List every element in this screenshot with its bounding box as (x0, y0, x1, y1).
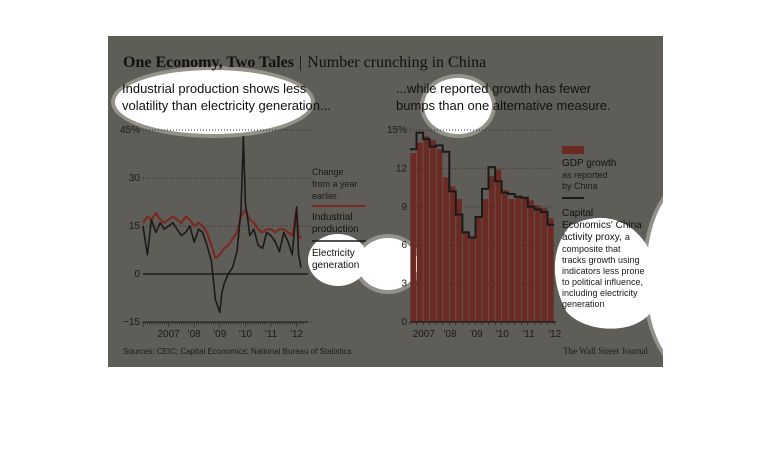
header-title-bold: One Economy, Two Tales (123, 54, 294, 71)
highlight-oval (554, 217, 659, 329)
right-chart-proxy-line (410, 131, 554, 239)
gdp-growth-bar (449, 186, 456, 322)
highlight-oval (424, 78, 492, 134)
industrial-production-line (142, 208, 302, 260)
highlight-oval (358, 238, 418, 290)
legend-proxy-desc-line2: tracks growth using (562, 255, 640, 265)
legend-proxy-desc-line5: including electricity (562, 288, 638, 298)
left-x-tick-label: '10 (239, 329, 252, 340)
legend-gdp-title: GDP growth (562, 158, 616, 169)
legend-proxy-title-line1: Capital (562, 208, 593, 219)
gdp-growth-bar (469, 237, 476, 322)
legend-proxy-title-line3-text: activity proxy, (562, 232, 622, 243)
legend-proxy-desc-line1: composite that (562, 244, 621, 254)
gdp-growth-bar (502, 190, 508, 322)
highlight-oval (115, 70, 311, 134)
legend-electricity-label-line2: generation (312, 260, 359, 271)
right-chart-y-ticks: 15% 12 9 6 3 0 (387, 125, 407, 328)
right-y-tick-label: 0 (401, 317, 407, 328)
left-y-tick-label: 30 (129, 173, 141, 184)
legend-electricity-label-line1: Electricity (312, 248, 355, 259)
right-y-tick-label: 3 (401, 279, 407, 290)
right-y-tick-label: 15% (387, 125, 407, 136)
gdp-growth-bar (475, 217, 482, 322)
right-x-tick-label: '09 (470, 329, 483, 340)
gdp-growth-bar (508, 199, 515, 322)
legend-proxy-title-line2: Economics' China (562, 220, 642, 231)
right-y-tick-label: 12 (396, 163, 408, 174)
left-y-tick-label: −15 (123, 317, 140, 328)
left-annotation-line2: from a year (312, 179, 358, 189)
legend-proxy-title-line3: activity proxy, a (562, 232, 630, 243)
gdp-growth-bar (495, 169, 502, 322)
right-subtitle-line2: bumps than one alternative measure. (396, 98, 611, 113)
gdp-growth-bar (436, 149, 443, 322)
gdp-growth-bar (541, 208, 548, 322)
left-x-tick-label: '12 (290, 329, 303, 340)
left-y-tick-label: 45% (120, 125, 140, 136)
gdp-growth-bar (462, 231, 469, 322)
left-subtitle-line1: Industrial production shows less (122, 81, 307, 96)
legend-proxy-desc-line6: generation (562, 299, 605, 309)
legend-proxy-desc-line3: indicators less prone (562, 266, 645, 276)
right-x-tick-label: '12 (548, 329, 561, 340)
gdp-growth-bar (410, 153, 417, 322)
chart-graphic: One Economy, Two Tales | Number crunchin… (108, 36, 663, 367)
header-title-subtitle: Number crunching in China (307, 54, 486, 71)
legend-gdp-desc-line2: by China (562, 181, 598, 191)
left-y-tick-label: 0 (134, 269, 140, 280)
gdp-growth-bar (515, 196, 521, 322)
left-x-tick-label: '11 (265, 329, 278, 340)
gdp-growth-bar (488, 176, 495, 322)
sources-note: Sources: CEIC; Capital Economics; Nation… (123, 347, 352, 356)
right-y-tick-label: 9 (401, 202, 407, 213)
gdp-growth-bar (534, 205, 541, 322)
right-y-tick-label: 6 (401, 240, 407, 251)
right-subtitle-line1: ...while reported growth has fewer (396, 81, 592, 96)
legend-gdp-swatch (562, 146, 584, 154)
highlight-oval (308, 234, 368, 286)
left-x-tick-label: '08 (188, 329, 201, 340)
left-chart-y-ticks: 45% 30 15 0 −15 (120, 125, 140, 328)
gdp-growth-bar (416, 142, 423, 322)
left-chart-series (142, 135, 302, 314)
highlight-marks (111, 66, 663, 357)
gdp-growth-bar (443, 177, 449, 322)
right-x-tick-label: '10 (496, 329, 509, 340)
left-annotation-line1: Change (312, 167, 344, 177)
legend-industrial-label-line2: production (312, 224, 359, 235)
gdp-growth-bar (423, 136, 430, 322)
publisher-credit: The Wall Street Journal (563, 346, 648, 356)
activity-proxy-line (410, 131, 554, 239)
header-separator: | (299, 54, 302, 71)
electricity-generation-line (142, 135, 302, 314)
chart-canvas: One Economy, Two Tales | Number crunchin… (111, 54, 663, 357)
left-chart-x-ticks: 2007 '08 '09 '10 '11 '12 (142, 321, 308, 340)
left-annotation-line3: earlier (312, 191, 337, 201)
right-chart-x-ticks: 2007 '08 '09 '10 '11 '12 (409, 321, 562, 340)
right-x-tick-label: 2007 (413, 329, 436, 340)
left-y-tick-label: 15 (129, 221, 141, 232)
legend-proxy-desc-line4: to political influence, (562, 277, 643, 287)
legend-gdp-desc-line1: as reported (562, 170, 608, 180)
gdp-growth-bar (521, 197, 528, 322)
left-x-tick-label: '09 (213, 329, 226, 340)
gdp-growth-bar (482, 199, 489, 322)
right-x-tick-label: '08 (443, 329, 456, 340)
right-x-tick-label: '11 (522, 329, 535, 340)
left-subtitle-line2: volatility than electricity generation..… (122, 98, 331, 113)
legend-industrial-label-line1: Industrial (312, 212, 353, 223)
gdp-growth-bar (528, 200, 534, 322)
right-chart-bars (410, 136, 554, 322)
left-x-tick-label: 2007 (157, 329, 180, 340)
gdp-growth-bar (456, 199, 462, 322)
gdp-growth-bar (547, 218, 554, 322)
legend-proxy-title-suffix: a (625, 232, 630, 242)
gdp-growth-bar (430, 140, 436, 322)
